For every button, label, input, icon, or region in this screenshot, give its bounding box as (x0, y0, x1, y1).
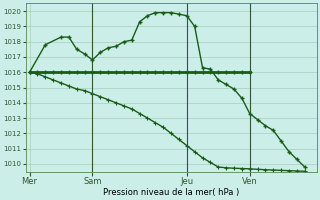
X-axis label: Pression niveau de la mer( hPa ): Pression niveau de la mer( hPa ) (103, 188, 239, 197)
